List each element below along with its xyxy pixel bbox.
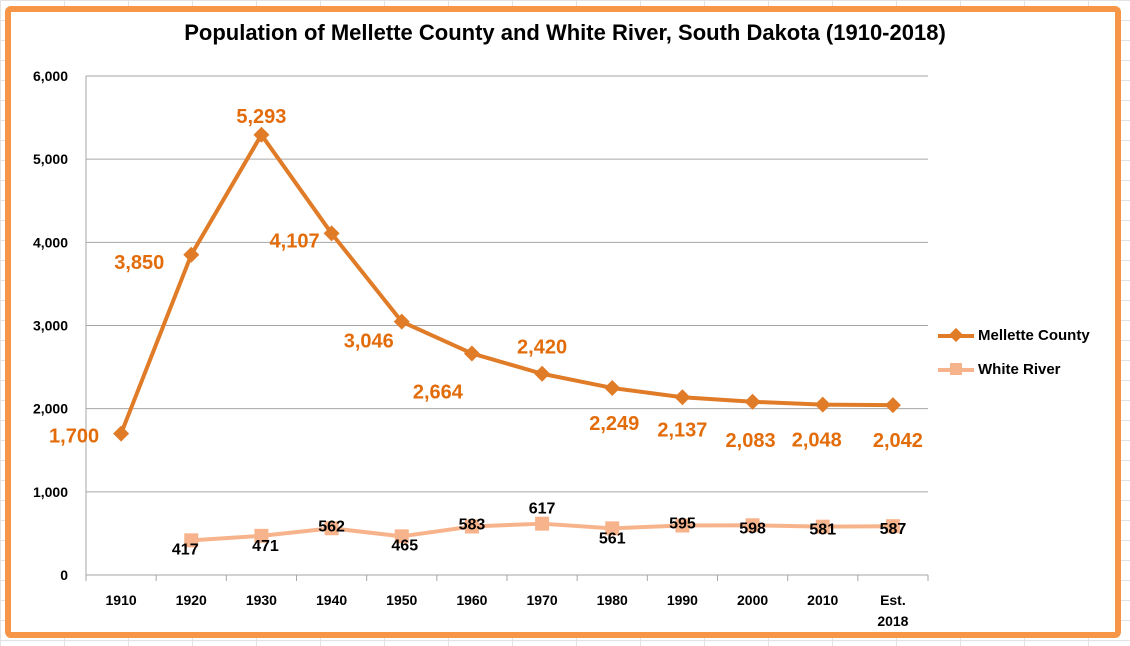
data-point-mellette — [884, 397, 901, 414]
data-point-mellette — [323, 225, 340, 242]
data-label-white-river: 417 — [172, 541, 199, 558]
data-point-white-river — [184, 533, 199, 548]
data-label-mellette: 2,664 — [413, 381, 464, 403]
data-point-mellette — [814, 396, 831, 413]
y-tick-label: 1,000 — [33, 484, 68, 500]
data-label-white-river: 595 — [669, 516, 696, 533]
legend-item-mellette: Mellette County — [938, 318, 1090, 352]
data-label-white-river: 561 — [599, 530, 626, 547]
x-tick-label: 1950 — [386, 592, 417, 608]
data-label-mellette: 2,249 — [589, 413, 639, 435]
data-label-white-river: 562 — [318, 518, 345, 535]
legend-swatch-mellette — [938, 325, 974, 345]
data-point-mellette — [113, 425, 130, 442]
data-label-white-river: 581 — [809, 522, 836, 539]
chart-title: Population of Mellette County and White … — [184, 20, 946, 45]
data-point-mellette — [393, 313, 410, 330]
data-label-mellette: 3,046 — [344, 331, 394, 353]
data-label-mellette: 2,083 — [726, 430, 776, 452]
data-point-mellette — [674, 389, 691, 406]
data-point-white-river — [324, 521, 339, 536]
x-tick-label: 1980 — [597, 592, 628, 608]
data-point-mellette — [534, 365, 551, 382]
x-tick-label: 2010 — [807, 592, 838, 608]
y-tick-label: 5,000 — [33, 151, 68, 167]
data-point-mellette — [463, 345, 480, 362]
chart-legend: Mellette County White River — [938, 318, 1090, 386]
data-label-mellette: 2,048 — [792, 430, 842, 452]
series-line-mellette — [119, 132, 893, 435]
x-tick-label: 1960 — [456, 592, 487, 608]
y-tick-label: 2,000 — [33, 401, 68, 417]
data-label-mellette: 4,107 — [270, 230, 320, 252]
data-label-white-river: 598 — [739, 520, 766, 537]
x-tick-label: 1930 — [246, 592, 277, 608]
data-point-white-river — [254, 528, 269, 543]
data-point-mellette — [183, 246, 200, 263]
data-label-mellette: 3,850 — [114, 252, 164, 274]
x-tick-label: Est. 2018 — [877, 592, 908, 629]
data-point-mellette — [604, 379, 621, 396]
data-point-white-river — [885, 519, 900, 534]
data-point-mellette — [253, 126, 270, 143]
y-tick-label: 3,000 — [33, 318, 68, 334]
data-point-mellette — [744, 393, 761, 410]
data-label-white-river: 471 — [252, 538, 279, 555]
x-tick-label: 1910 — [106, 592, 137, 608]
x-tick-label: 2000 — [737, 592, 768, 608]
data-label-mellette: 5,293 — [236, 106, 286, 128]
x-tick-label: 1940 — [316, 592, 347, 608]
data-label-white-river: 465 — [391, 537, 418, 554]
x-tick-label: 1990 — [667, 592, 698, 608]
x-tick-label: 1920 — [176, 592, 207, 608]
y-tick-label: 6,000 — [33, 68, 68, 84]
data-label-white-river: 617 — [529, 501, 556, 518]
legend-label-mellette: Mellette County — [978, 326, 1090, 344]
data-point-white-river — [605, 521, 620, 536]
diamond-marker-icon — [948, 327, 964, 343]
legend-item-white-river: White River — [938, 352, 1090, 386]
data-label-mellette: 2,420 — [517, 337, 567, 359]
data-label-mellette: 2,137 — [657, 419, 707, 441]
data-point-white-river — [745, 518, 760, 533]
legend-swatch-white-river — [938, 359, 974, 379]
data-label-white-river: 583 — [459, 517, 486, 534]
data-point-white-river — [464, 519, 479, 534]
y-tick-label: 4,000 — [33, 234, 68, 250]
y-tick-label: 0 — [60, 567, 68, 583]
data-label-white-river: 587 — [880, 521, 907, 538]
data-label-mellette: 1,700 — [49, 426, 99, 448]
legend-label-white-river: White River — [978, 360, 1061, 378]
x-tick-label: 1970 — [527, 592, 558, 608]
data-label-mellette: 2,042 — [873, 430, 923, 452]
square-marker-icon — [950, 363, 962, 375]
data-point-white-river — [815, 519, 830, 534]
data-point-white-river — [535, 516, 550, 531]
data-point-white-river — [675, 518, 690, 533]
data-point-white-river — [394, 529, 409, 544]
chart-frame[interactable] — [5, 6, 1121, 638]
